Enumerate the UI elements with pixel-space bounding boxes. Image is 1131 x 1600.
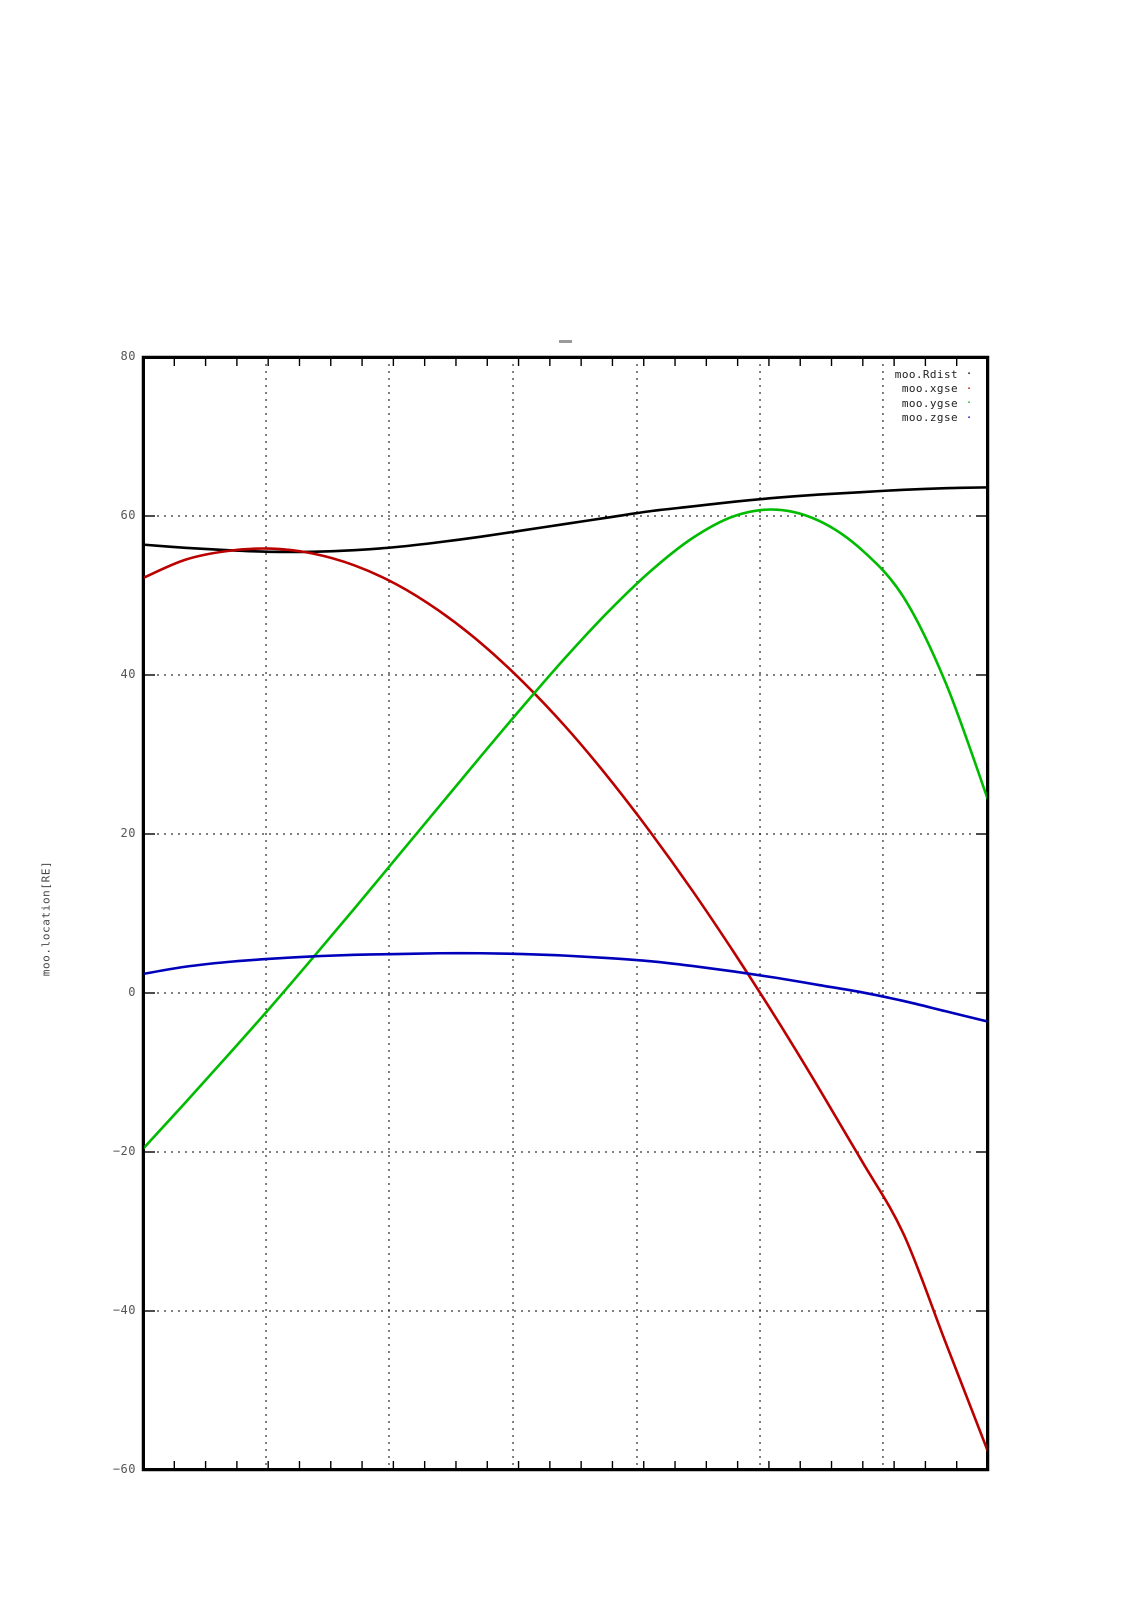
y-tick-label: 40 [120, 667, 136, 681]
y-tick-label: 80 [120, 349, 136, 363]
y-tick-label: 20 [120, 826, 136, 840]
y-tick-label: −40 [112, 1303, 136, 1317]
chart-legend: moo.Rdist · moo.xgse · moo.ygse · moo.zgse · [862, 367, 980, 425]
legend-color-marker: · [965, 410, 973, 424]
legend-entry: moo.ygse · [862, 396, 980, 411]
y-axis-tick-labels: 80 60 40 20 0 −20 −40 −60 [90, 0, 136, 1600]
y-tick-label: 60 [120, 508, 136, 522]
legend-entry: moo.zgse · [862, 411, 980, 426]
y-tick-label: −60 [112, 1462, 136, 1476]
legend-label: moo.Rdist [894, 367, 958, 381]
legend-label: moo.zgse [901, 411, 958, 425]
top-center-tick-mark [559, 340, 572, 343]
legend-color-marker: · [965, 396, 973, 410]
plot-frame [143, 357, 988, 1470]
y-axis-title: moo.location[RE] [39, 860, 53, 977]
legend-color-marker: · [965, 367, 973, 381]
legend-color-marker: · [965, 381, 973, 395]
y-tick-label: −20 [112, 1144, 136, 1158]
legend-entry: moo.Rdist · [862, 367, 980, 382]
legend-label: moo.ygse [901, 396, 958, 410]
y-tick-label: 0 [128, 985, 136, 999]
legend-label: moo.xgse [901, 382, 958, 396]
legend-entry: moo.xgse · [862, 382, 980, 397]
